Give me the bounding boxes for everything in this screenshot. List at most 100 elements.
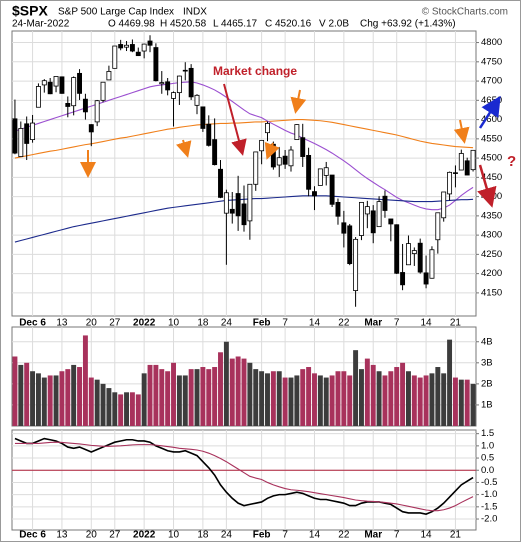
quote-item: L 4465.17 [213,19,258,30]
candle-body [71,77,77,107]
volume-bar [212,367,218,426]
panels: Dec 6 13 20 27 2022 10 18 24 Feb 7 14 22 Mar 7 14 21415… [11,30,502,541]
y-tick-label: 4800 [481,37,502,48]
volume-bar [435,367,441,426]
volume-bar [182,375,188,426]
volume-bar [341,371,347,426]
candle-body [253,151,259,185]
x-tick-label: 20 [86,318,98,329]
volume-bar [118,394,124,426]
candle-body [77,72,83,94]
y-tick-label: -1.5 [481,501,497,512]
candle-body [394,224,400,274]
x-tick-label: 24 [221,530,233,541]
x-tick-label: 21 [450,318,462,329]
quote-item: H 4520.58 [160,19,207,30]
candle-body [129,44,135,52]
volume-bar [129,392,135,426]
candle-body [112,45,118,69]
candle-body [82,98,88,113]
volume-bar [464,379,470,426]
arrow [223,83,247,156]
moving-average [14,81,474,211]
volume-bar [364,358,370,426]
annotations: Market change ? [80,64,516,208]
candle-body [135,51,141,57]
candle-body [329,174,335,205]
candle-body [235,193,241,217]
volume-bar [176,375,182,426]
x-tick-label: Feb [253,318,271,329]
volume-bar [241,358,247,426]
volume-bar [41,377,47,426]
candle-body [218,168,223,198]
candle-body [247,183,253,222]
y-tick-label: 4B [481,336,493,347]
volume-bar [30,371,36,426]
candle-body [12,118,18,154]
y-tick-label: 4700 [481,76,502,87]
volume-bar [400,362,406,426]
volume-bar [35,373,41,426]
volume-bar [106,388,112,426]
y-tick-label: 4750 [481,56,502,67]
candle-body [370,210,376,234]
candle-body [288,149,294,167]
y-tick-label: 4600 [481,114,502,125]
x-tick-label: Feb [253,530,271,541]
x-tick-label: 14 [309,318,321,329]
volume-bar [323,377,329,426]
candle-body [353,238,359,291]
quote: O 4469.98 H 4520.58 L 4465.17 C 4520.16 V 2.… [108,19,456,30]
volume-bar [447,339,453,426]
candle-body [323,167,329,176]
volume-bar [441,373,447,426]
date: 24-Mar-2022 [12,19,70,30]
candle-body [241,203,247,226]
volume-bar [312,373,317,426]
y-tick-label: 4200 [481,268,502,279]
x-tick-label: 14 [421,318,433,329]
y-tick-label: 4350 [481,210,502,221]
y-tick-label: 0.5 [481,453,494,464]
candle-body [153,47,159,82]
y-tick-label: 4500 [481,153,502,164]
oscillator-line [14,437,474,515]
candle-body [94,100,100,123]
quote-item: O 4469.98 [108,19,155,30]
arrow [290,89,307,114]
candle-body [400,272,406,286]
x-tick-label: 24 [221,318,233,329]
candle-body [182,69,188,72]
volume-bar [18,364,24,426]
x-tick-label: Dec 6 [19,530,46,541]
volume-bar [452,377,458,426]
x-tick-label: Mar [364,318,382,329]
volume-bar [429,373,435,426]
volume-bar [282,377,288,426]
candle-body [376,201,382,228]
candle-body [294,124,300,141]
x-tick-label: 18 [197,318,209,329]
volume-bar [194,369,200,426]
candle-body [452,172,458,174]
candle-body [65,103,71,107]
volume-bar [294,375,300,426]
exchange: INDX [183,7,207,18]
candle-body [359,201,364,236]
candle-body [165,81,171,91]
y-tick-label: 1.0 [481,440,494,451]
volume-bar [359,369,364,426]
volume-bar [317,375,323,426]
volume-bar [347,375,353,426]
y-tick-label: -1.0 [481,489,497,500]
x-tick-label: 7 [282,530,288,541]
x-tick-label: 22 [338,530,350,541]
candle-body [106,71,112,81]
y-tick-label: 3B [481,357,493,368]
volume-bar [376,371,382,426]
candle-body [53,76,59,87]
arrow [264,141,280,160]
y-tick-label: 4300 [481,230,502,241]
x-tick-label: 2022 [133,530,156,541]
